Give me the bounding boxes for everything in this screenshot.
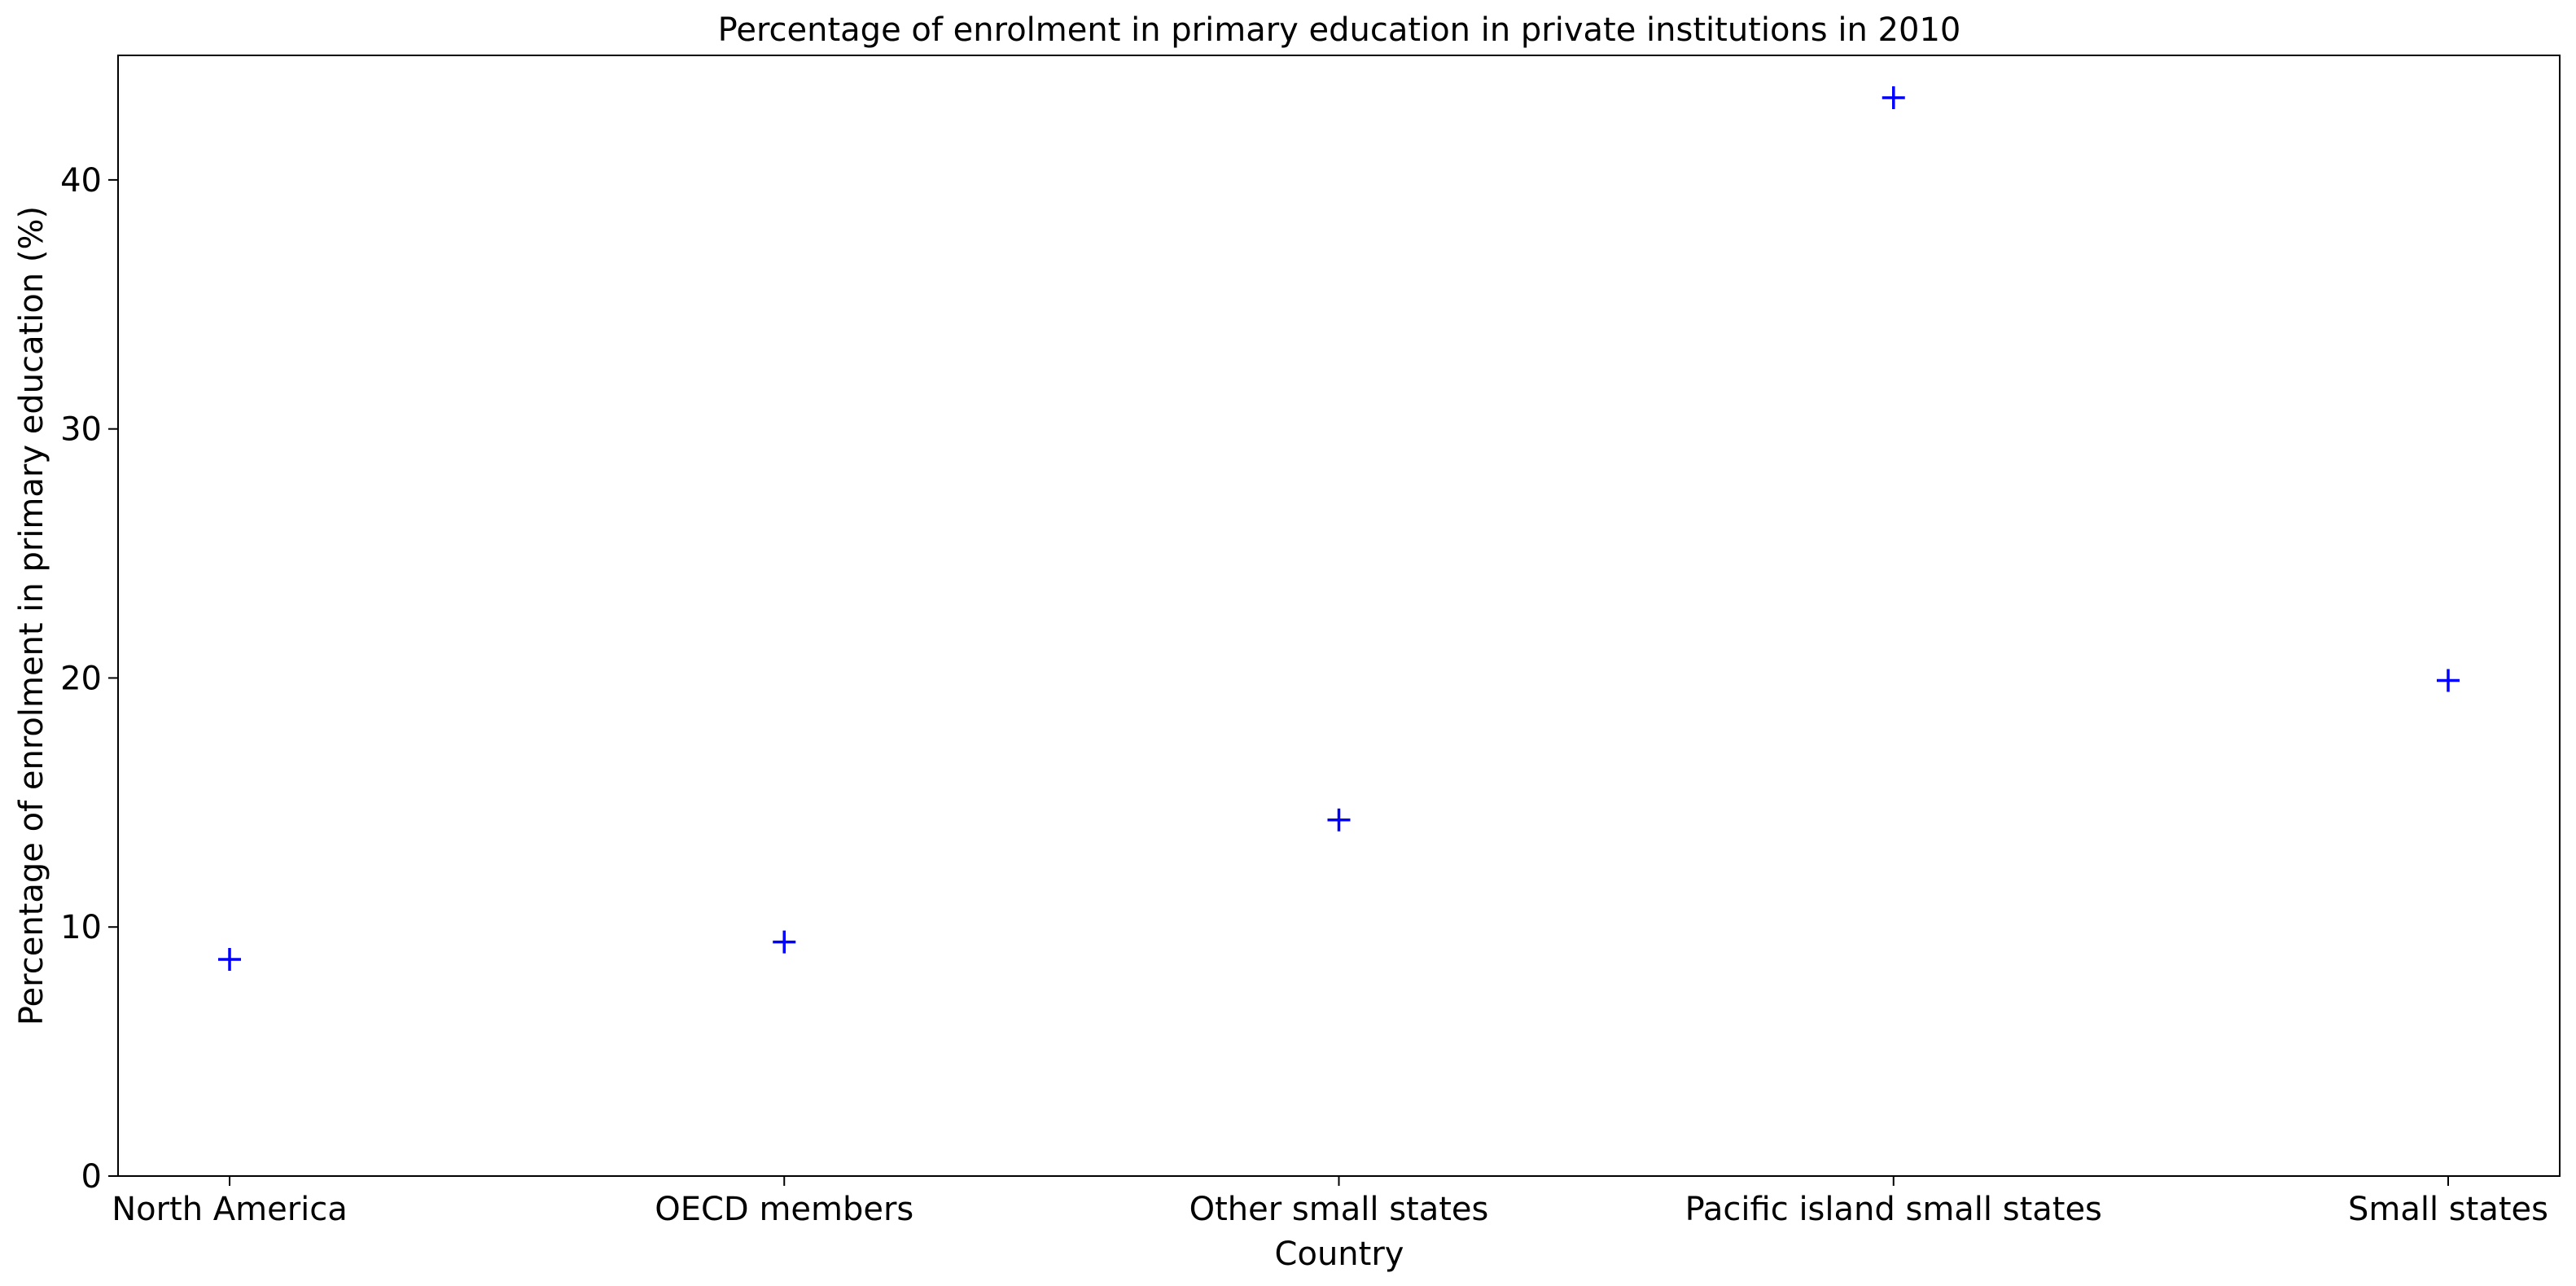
y-tick-label: 40 (60, 162, 102, 200)
x-tick-label: OECD members (655, 1191, 913, 1228)
plot-area-frame (117, 55, 2561, 1177)
y-axis-ticks: 0 10 20 30 40 (60, 162, 118, 1196)
x-tick-label: Small states (2348, 1191, 2548, 1228)
data-point (773, 930, 796, 954)
chart-title: Percentage of enrolment in primary educa… (718, 11, 1961, 49)
data-point (218, 947, 241, 971)
x-tick-label: Pacific island small states (1685, 1191, 2102, 1228)
x-axis-label: Country (1275, 1236, 1404, 1273)
data-points (218, 86, 2460, 971)
x-axis-ticks: North America OECD members Other small sta… (112, 1176, 2548, 1228)
y-axis-label: Percentage of enrolment in primary educa… (13, 206, 50, 1025)
y-tick-label: 0 (81, 1158, 102, 1196)
data-point (2437, 669, 2460, 692)
y-tick-label: 20 (60, 660, 102, 697)
data-point (1882, 86, 1905, 109)
x-tick-label: Other small states (1189, 1191, 1489, 1228)
data-point (1327, 808, 1351, 832)
y-tick-label: 30 (60, 411, 102, 449)
y-tick-label: 10 (60, 909, 102, 946)
x-tick-label: North America (112, 1191, 348, 1228)
